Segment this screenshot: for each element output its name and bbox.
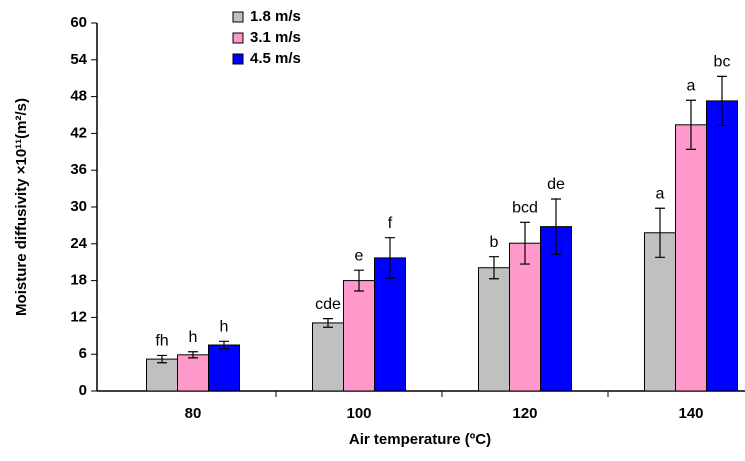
annotation: a bbox=[687, 77, 696, 94]
y-tick-label: 18 bbox=[70, 272, 87, 289]
annotation: f bbox=[388, 215, 393, 232]
bar bbox=[478, 267, 510, 392]
error-bar bbox=[354, 269, 364, 292]
error-bar bbox=[385, 237, 395, 279]
annotation: bc bbox=[714, 54, 731, 71]
bar bbox=[208, 344, 240, 392]
error-bar bbox=[655, 207, 665, 258]
y-tick-label: 42 bbox=[70, 124, 87, 141]
y-tick-label: 60 bbox=[70, 14, 87, 31]
annotation: h bbox=[220, 319, 229, 336]
annotation: e bbox=[355, 247, 364, 264]
error-bar bbox=[489, 256, 499, 280]
bar bbox=[675, 124, 707, 392]
x-tick-label: 140 bbox=[678, 405, 703, 422]
error-bar bbox=[219, 340, 229, 350]
bar bbox=[343, 280, 375, 392]
y-tick-label: 54 bbox=[70, 51, 87, 68]
annotation: cde bbox=[315, 296, 341, 313]
y-tick-label: 0 bbox=[79, 382, 87, 399]
x-tick-label: 80 bbox=[185, 405, 202, 422]
y-tick-label: 30 bbox=[70, 198, 87, 215]
legend-swatch bbox=[232, 11, 244, 23]
error-bar bbox=[717, 75, 727, 127]
y-tick-label: 6 bbox=[79, 345, 87, 362]
legend-label: 3.1 m/s bbox=[250, 29, 301, 46]
y-tick-label: 36 bbox=[70, 161, 87, 178]
y-tick-label: 48 bbox=[70, 88, 87, 105]
x-tick-label: 100 bbox=[346, 405, 371, 422]
annotation: fh bbox=[155, 333, 168, 350]
error-bar bbox=[551, 198, 561, 255]
y-tick-label: 12 bbox=[70, 308, 87, 325]
bar bbox=[509, 242, 541, 392]
annotation: b bbox=[490, 234, 499, 251]
bar bbox=[374, 257, 406, 392]
legend-label: 1.8 m/s bbox=[250, 8, 301, 25]
x-axis-label: Air temperature (ºC) bbox=[349, 431, 491, 448]
bar bbox=[146, 358, 178, 392]
error-bar bbox=[520, 221, 530, 265]
annotation: a bbox=[656, 185, 665, 202]
bar bbox=[706, 100, 738, 392]
bar bbox=[312, 322, 344, 392]
legend-label: 4.5 m/s bbox=[250, 50, 301, 67]
error-bar bbox=[188, 351, 198, 359]
annotation: de bbox=[547, 176, 565, 193]
bar bbox=[644, 232, 676, 392]
y-axis-label: Moisture diffusivity ×10¹¹(m²/s) bbox=[13, 98, 30, 316]
bar bbox=[177, 354, 209, 392]
error-bar bbox=[686, 99, 696, 150]
y-tick-label: 24 bbox=[70, 235, 87, 252]
error-bar bbox=[157, 354, 167, 364]
annotation: bcd bbox=[512, 200, 538, 217]
error-bar bbox=[323, 318, 333, 328]
legend-swatch bbox=[232, 32, 244, 44]
x-tick-label: 120 bbox=[512, 405, 537, 422]
legend-swatch bbox=[232, 53, 244, 65]
annotation: h bbox=[189, 329, 198, 346]
